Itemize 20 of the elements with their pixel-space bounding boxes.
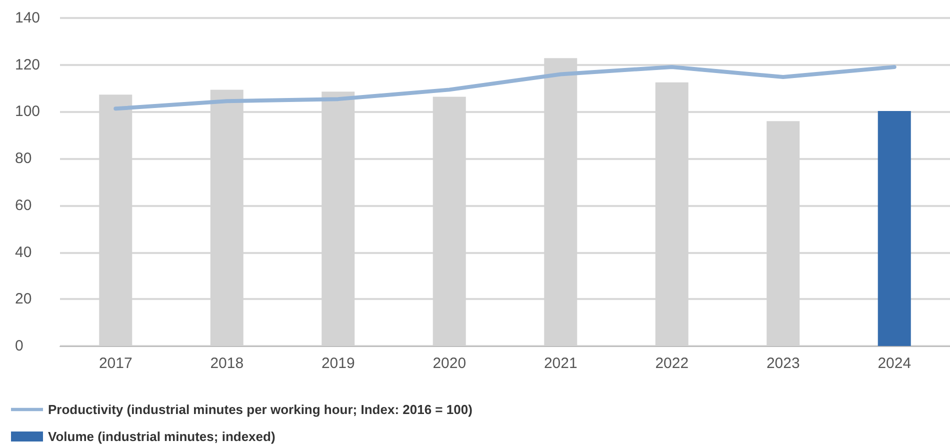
bar [878, 111, 911, 346]
y-tick-label: 20 [15, 290, 32, 308]
y-tick-label: 100 [15, 103, 40, 120]
x-tick-label: 2023 [766, 355, 800, 372]
y-tick-label: 140 [15, 10, 40, 26]
x-tick-label: 2022 [655, 355, 689, 372]
legend-label: Productivity (industrial minutes per working hour; Index: 2016 = 100) [48, 402, 472, 417]
x-tick-label: 2019 [321, 355, 355, 372]
y-tick-label: 40 [15, 244, 32, 261]
x-tick-label: 2017 [98, 355, 132, 372]
y-tick-label: 80 [15, 150, 32, 168]
legend-label: Volume (industrial minutes; indexed) [48, 429, 276, 444]
line-series [114, 64, 896, 111]
y-tick-label: 120 [15, 56, 40, 74]
x-tick-label: 2024 [878, 355, 912, 372]
y-tick-label: 0 [15, 338, 24, 354]
y-tick-label: 60 [15, 196, 32, 214]
x-tick-label: 2021 [544, 355, 578, 372]
x-tick-label: 2020 [432, 355, 466, 372]
x-tick-label: 2018 [210, 355, 244, 372]
